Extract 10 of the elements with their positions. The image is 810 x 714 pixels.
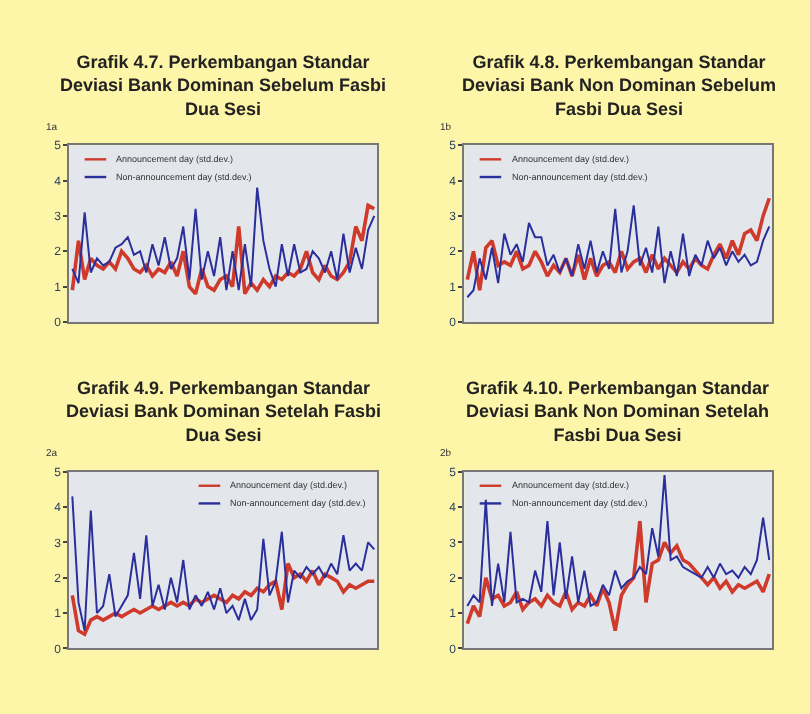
chart-title: Grafik 4.10. Perkembangan Standar Deviasi Bank Non Dominan Setelah Fasbi Dua Sesi [466,378,771,445]
chart-title: Grafik 4.7. Perkembangan Standar Deviasi Bank Dominan Sebelum Fasbi Dua Sesi [60,52,387,119]
line-series [466,474,771,607]
line-series [71,495,376,632]
chart-title: Grafik 4.9. Perkembangan Standar Deviasi Bank Dominan Setelah Fasbi Dua Sesi [66,378,382,445]
chart-title: Grafik 4.8. Perkembangan Standar Deviasi Bank Non Dominan Sebelum Fasbi Dua Sesi [462,52,777,119]
line-series [70,561,377,637]
line-series [71,186,376,292]
line-series [465,519,772,633]
line-series [70,203,377,296]
